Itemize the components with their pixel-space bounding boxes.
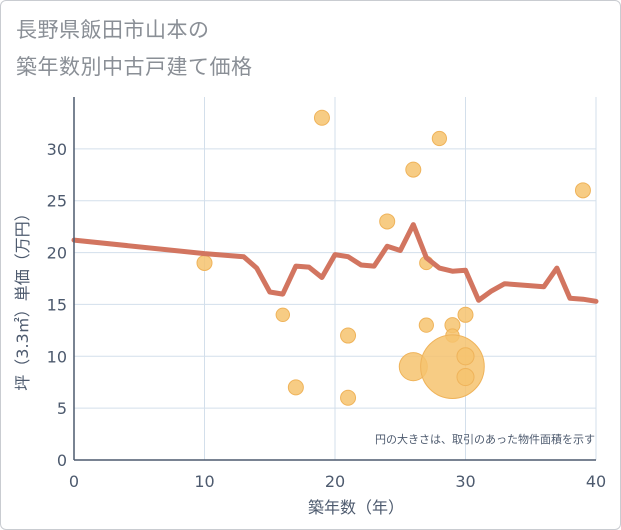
bubble-point	[456, 347, 475, 366]
bubble-point	[379, 213, 396, 230]
bubble-point	[420, 334, 485, 399]
trend-line-series	[71, 222, 599, 304]
grid-lines	[74, 97, 597, 460]
axes	[73, 97, 596, 461]
bubble-point	[418, 317, 434, 333]
bubble-point	[196, 254, 213, 271]
x-tick-label: 20	[325, 472, 345, 491]
y-tick-label: 0	[57, 451, 67, 470]
bubble-point	[457, 306, 474, 323]
bubble-series	[196, 109, 591, 406]
chart-title-line1: 長野県飯田市山本の	[16, 18, 210, 42]
bubble-point	[275, 307, 291, 323]
x-axis-label: 築年数（年）	[308, 498, 404, 517]
bubble-point	[405, 161, 422, 178]
y-tick-labels: 0 5 10 15 20 25 30	[47, 140, 67, 470]
x-tick-labels: 0 10 20 30 40	[69, 472, 606, 491]
y-tick-label: 30	[47, 140, 67, 159]
bubble-point	[313, 109, 330, 126]
y-axis-label: 坪（3.3㎡）単価（万円）	[13, 205, 32, 390]
y-tick-label: 20	[47, 244, 67, 263]
y-tick-label: 25	[47, 192, 67, 211]
bubble-point	[340, 389, 357, 406]
x-tick-label: 0	[69, 472, 79, 491]
y-tick-label: 15	[47, 295, 67, 314]
y-tick-label: 10	[47, 347, 67, 366]
y-tick-label: 5	[57, 399, 67, 418]
bubble-point	[574, 182, 591, 199]
bubble-point	[431, 130, 448, 147]
x-tick-label: 10	[194, 472, 214, 491]
bubble-point	[456, 367, 475, 387]
bubble-point	[340, 327, 357, 344]
chart-title: 長野県飯田市山本の 築年数別中古戸建て価格	[16, 12, 253, 86]
x-tick-label: 30	[455, 472, 475, 491]
chart-title-line2: 築年数別中古戸建て価格	[16, 55, 253, 79]
bubble-size-note: 円の大きさは、取引のあった物件面積を示す	[375, 432, 595, 446]
bubble-point	[287, 379, 304, 396]
x-tick-label: 40	[586, 472, 606, 491]
trend-line	[71, 222, 599, 304]
